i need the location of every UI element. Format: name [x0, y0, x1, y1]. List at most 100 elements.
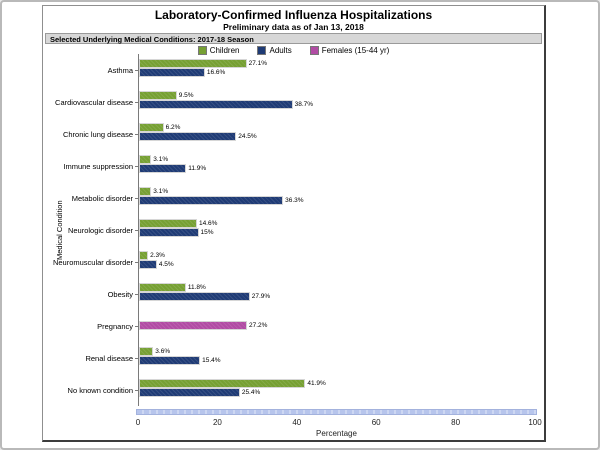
category-label: Immune suppression [63, 161, 133, 171]
bar-adults [139, 292, 250, 301]
y-axis-tick [135, 70, 139, 71]
bar-value-label: 27.2% [248, 322, 268, 329]
category-row: Neurologic disorder 14.6% 15% [68, 214, 536, 246]
bar-children [139, 379, 306, 388]
x-tick-label: 80 [451, 418, 461, 427]
bar-adults [139, 164, 187, 173]
x-tick-label: 60 [371, 418, 381, 427]
plot-area: Asthma 27.1% 16.6% Cardiovascular disease 9.… [53, 54, 536, 406]
category-row: Neuromuscular disorder 2.3% 4.5% [53, 246, 536, 278]
bar-value-label: 3.1% [153, 156, 169, 163]
x-tick-label: 100 [528, 418, 542, 427]
category-row: No known condition 41.9% 25.4% [68, 374, 536, 406]
bar-value-label: 15% [200, 229, 214, 236]
bar-children [139, 251, 149, 260]
category-label: Obesity [107, 289, 133, 299]
y-axis-tick [135, 294, 139, 295]
bar-value-label: 11.8% [187, 284, 206, 291]
y-axis-tick [135, 102, 139, 103]
bar-value-label: 3.6% [155, 348, 171, 355]
bar-value-label: 6.2% [165, 124, 181, 131]
legend-label: Children [209, 46, 240, 55]
bar-value-label: 36.3% [285, 197, 304, 204]
bar-adults [139, 100, 293, 109]
legend-item: Children [197, 46, 240, 55]
bar-value-label: 16.6% [206, 69, 226, 76]
panel-header: Selected Underlying Medical Conditions: … [45, 33, 542, 44]
bar-value-label: 41.9% [307, 380, 326, 387]
category-label: Asthma [107, 65, 133, 75]
bar-value-label: 2.3% [150, 252, 165, 259]
bar-children [139, 283, 186, 292]
category-label: Cardiovascular disease [55, 97, 133, 107]
bar-value-label: 15.4% [202, 357, 221, 364]
chart-title: Laboratory-Confirmed Influenza Hospitali… [154, 8, 433, 22]
bar-children [139, 187, 152, 196]
bar-children [139, 219, 197, 228]
category-label: Pregnancy [97, 321, 133, 331]
category-label: Renal disease [85, 353, 133, 363]
bar-females-15-44-yr [139, 321, 247, 330]
y-axis-tick [135, 262, 139, 263]
bar-adults [139, 356, 201, 365]
y-axis-tick [135, 390, 139, 391]
chart-panel: Laboratory-Confirmed Influenza Hospitali… [42, 5, 546, 442]
bar-value-label: 25.4% [241, 389, 261, 396]
legend-swatch-icon [257, 46, 267, 55]
category-row: Immune suppression 3.1% 11.9% [63, 150, 536, 182]
category-label: No known condition [67, 385, 133, 395]
category-label: Metabolic disorder [71, 193, 133, 203]
category-label: Chronic lung disease [62, 129, 133, 139]
bar-value-label: 14.6% [198, 220, 218, 227]
x-axis-ticks: 0 20 40 60 80 100 [135, 418, 542, 428]
bar-value-label: 24.5% [238, 133, 257, 140]
bar-adults [139, 388, 240, 397]
legend-swatch-icon [197, 46, 207, 55]
bar-adults [139, 228, 199, 237]
y-axis-tick [135, 198, 139, 199]
category-row: Asthma 27.1% 16.6% [108, 54, 536, 86]
bar-adults [139, 68, 205, 77]
bar-value-label: 4.5% [158, 261, 174, 268]
legend-swatch-icon [309, 46, 319, 55]
category-row: Renal disease 3.6% 15.4% [85, 342, 536, 374]
chart-subtitle: Preliminary data as of Jan 13, 2018 [223, 22, 364, 32]
bar-value-label: 9.5% [178, 92, 194, 99]
bar-children [139, 155, 152, 164]
category-row: Obesity 11.8% 27.9% [108, 278, 536, 310]
legend-item: Adults [257, 46, 292, 55]
x-axis-title: Percentage [316, 429, 357, 438]
legend: Children Adults Females (15-44 yr) [43, 46, 544, 55]
bar-children [139, 91, 177, 100]
legend-label: Adults [269, 46, 292, 55]
bar-value-label: 27.9% [251, 293, 271, 300]
y-axis-tick [135, 166, 139, 167]
legend-label: Females (15-44 yr) [321, 46, 390, 55]
y-axis-tick [135, 358, 139, 359]
bar-children [139, 59, 247, 68]
x-tick-label: 40 [292, 418, 302, 427]
x-tick-label: 0 [135, 418, 141, 427]
category-label: Neurologic disorder [67, 225, 133, 235]
y-axis-tick [135, 326, 139, 327]
bar-value-label: 38.7% [294, 101, 314, 108]
y-axis-tick [135, 230, 139, 231]
bar-value-label: 27.1% [248, 60, 268, 67]
bottom-band [136, 409, 537, 415]
y-axis-tick [135, 134, 139, 135]
category-label: Neuromuscular disorder [52, 257, 133, 267]
category-row: Metabolic disorder 3.1% 36.3% [72, 182, 536, 214]
bar-adults [139, 260, 157, 269]
bar-children [139, 123, 164, 132]
bar-value-label: 3.1% [153, 188, 169, 195]
bar-value-label: 11.9% [188, 165, 207, 172]
legend-item: Females (15-44 yr) [309, 46, 390, 55]
bar-adults [139, 132, 237, 141]
bar-children [139, 347, 154, 356]
category-row: Pregnancy 27.2% [97, 310, 536, 342]
x-tick-label: 20 [212, 418, 222, 427]
category-row: Cardiovascular disease 9.5% 38.7% [55, 86, 536, 118]
bar-adults [139, 196, 284, 205]
category-row: Chronic lung disease 6.2% 24.5% [63, 118, 536, 150]
